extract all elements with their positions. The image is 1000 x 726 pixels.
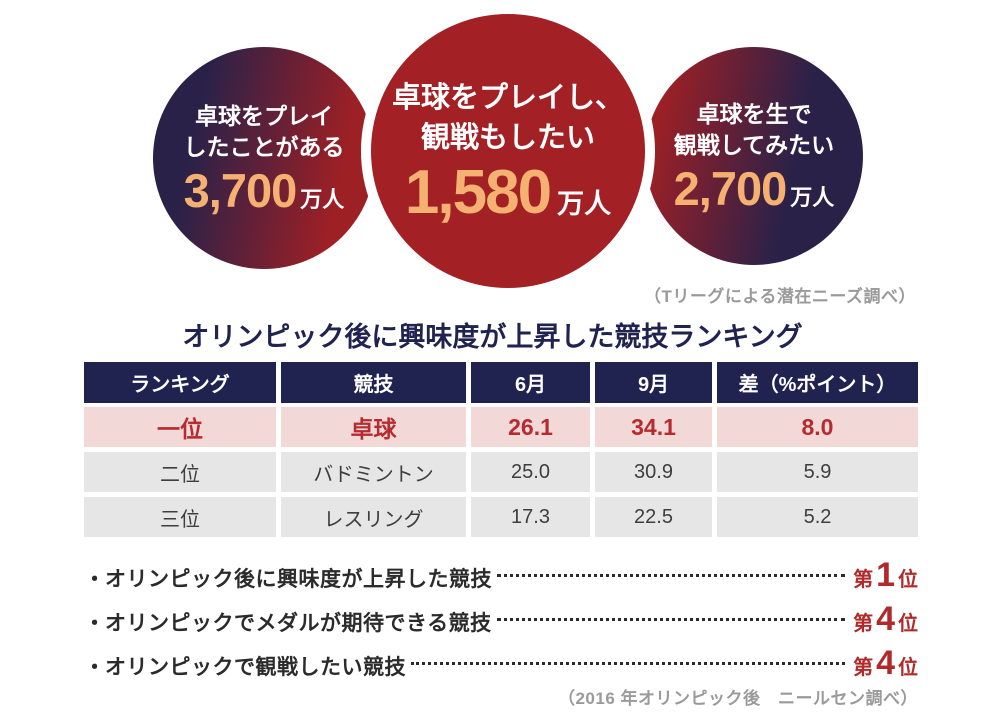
ranking-highlights: ・ オリンピック後に興味度が上昇した競技 第1 位 ・ オリンピックでメダルが期待… <box>84 556 918 688</box>
header-ranking: ランキング <box>84 362 276 403</box>
row1-rank: 一位 <box>84 407 276 447</box>
rank-suffix: 位 <box>898 569 918 591</box>
dotted-leader <box>497 573 846 577</box>
circle-played-value-row: 3,700 万人 <box>184 167 345 215</box>
source-note-tleague: （Tリーグによる潜在ニーズ調べ） <box>643 287 916 306</box>
row3-september: 22.5 <box>595 497 712 537</box>
dotted-leader <box>496 617 846 621</box>
rank-prefix: 第 <box>853 569 874 591</box>
rank-prefix: 第 <box>853 657 874 679</box>
circle-played: 卓球をプレイ したことがある 3,700 万人 <box>153 47 375 269</box>
circle-played-unit: 万人 <box>300 187 345 212</box>
row1-diff: 8.0 <box>717 407 918 447</box>
bullet-dot: ・ <box>84 656 105 679</box>
row2-rank: 二位 <box>84 452 276 492</box>
highlight-medal-expected-rank: 第4 位 <box>853 600 918 639</box>
row3-diff: 5.2 <box>717 497 918 537</box>
bullet-dot: ・ <box>84 612 105 635</box>
row1-june: 26.1 <box>471 407 590 447</box>
circle-play-and-watch-line1: 卓球をプレイし、 <box>391 82 624 114</box>
highlight-want-to-watch-label: オリンピックで観戦したい競技 <box>105 656 406 679</box>
rank-suffix: 位 <box>898 657 918 679</box>
ranking-table: ランキング 競技 6月 9月 差（%ポイント） 一位 卓球 26.1 34.1 … <box>84 362 918 537</box>
header-diff: 差（%ポイント） <box>717 362 918 403</box>
circle-play-and-watch: 卓球をプレイし、 観戦もしたい 1,580 万人 <box>361 4 655 298</box>
circle-played-line2: したことがある <box>183 134 345 160</box>
circle-play-and-watch-value: 1,580 <box>404 158 552 227</box>
highlight-medal-expected: ・ オリンピックでメダルが期待できる競技 第4 位 <box>84 600 918 638</box>
circle-watch-live-line2: 観戦してみたい <box>673 132 835 158</box>
audience-circles: 卓球をプレイ したことがある 3,700 万人 卓球をプレイし、 観戦もしたい … <box>0 0 1000 312</box>
bullet-dot: ・ <box>84 568 105 591</box>
circle-watch-live: 卓球を生で 観戦してみたい 2,700 万人 <box>645 47 863 265</box>
circle-play-and-watch-value-row: 1,580 万人 <box>405 162 611 224</box>
rank-suffix: 位 <box>898 613 918 635</box>
header-september: 9月 <box>595 362 712 403</box>
row2-september: 30.9 <box>595 452 712 492</box>
highlight-interest-rise-rank: 第1 位 <box>853 556 918 595</box>
row1-sport: 卓球 <box>281 407 466 447</box>
row3-june: 17.3 <box>471 497 590 537</box>
circle-watch-live-unit: 万人 <box>790 185 835 210</box>
circle-watch-live-line1: 卓球を生で <box>696 101 812 127</box>
rank-number: 4 <box>876 644 895 682</box>
row2-diff: 5.9 <box>717 452 918 492</box>
highlight-interest-rise-label: オリンピック後に興味度が上昇した競技 <box>105 568 492 591</box>
circle-play-and-watch-unit: 万人 <box>557 189 612 219</box>
row3-sport: レスリング <box>281 497 466 537</box>
ranking-table-title: オリンピック後に興味度が上昇した競技ランキング <box>182 322 803 352</box>
header-june: 6月 <box>471 362 590 403</box>
circle-watch-live-value: 2,700 <box>673 162 788 215</box>
source-note-nielsen: （2016 年オリンピック後 ニールセン調べ） <box>557 689 918 708</box>
rank-number: 4 <box>876 600 895 638</box>
circle-played-value: 3,700 <box>183 164 298 217</box>
rank-number: 1 <box>876 556 895 594</box>
highlight-medal-expected-label: オリンピックでメダルが期待できる競技 <box>105 612 492 635</box>
row2-sport: バドミントン <box>281 452 466 492</box>
row1-september: 34.1 <box>595 407 712 447</box>
header-sport: 競技 <box>281 362 466 403</box>
highlight-want-to-watch: ・ オリンピックで観戦したい競技 第4 位 <box>84 644 918 682</box>
rank-prefix: 第 <box>853 613 874 635</box>
row3-rank: 三位 <box>84 497 276 537</box>
highlight-want-to-watch-rank: 第4 位 <box>853 644 918 683</box>
circle-played-line1: 卓球をプレイ <box>195 103 333 129</box>
row2-june: 25.0 <box>471 452 590 492</box>
circle-play-and-watch-line2: 観戦もしたい <box>420 122 595 154</box>
dotted-leader <box>411 661 846 665</box>
circle-watch-live-value-row: 2,700 万人 <box>674 165 835 213</box>
highlight-interest-rise: ・ オリンピック後に興味度が上昇した競技 第1 位 <box>84 556 918 594</box>
